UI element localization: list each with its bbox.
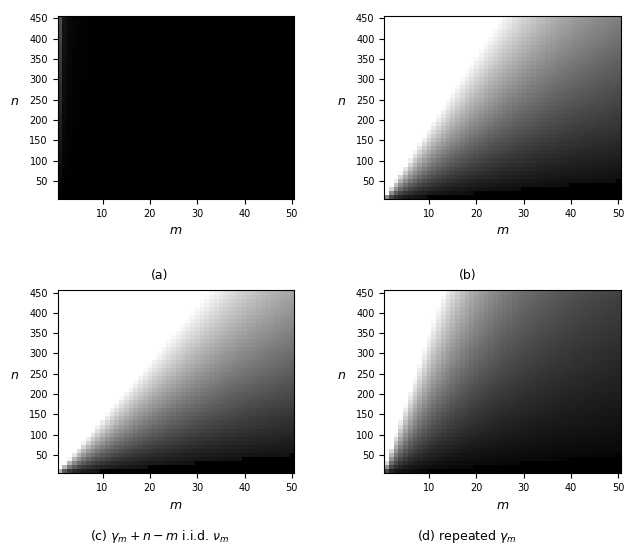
X-axis label: $m$: $m$ <box>496 498 509 511</box>
Y-axis label: $n$: $n$ <box>10 369 20 382</box>
X-axis label: $m$: $m$ <box>496 224 509 237</box>
Y-axis label: $n$: $n$ <box>337 369 346 382</box>
Text: (a): (a) <box>151 269 169 282</box>
Text: (b): (b) <box>458 269 476 282</box>
X-axis label: $m$: $m$ <box>169 224 182 237</box>
Y-axis label: $n$: $n$ <box>337 95 346 108</box>
Text: (d) repeated $\gamma_m$: (d) repeated $\gamma_m$ <box>417 528 517 544</box>
Text: (c) $\gamma_m + n - m$ i.i.d. $\nu_m$: (c) $\gamma_m + n - m$ i.i.d. $\nu_m$ <box>90 528 230 544</box>
Y-axis label: $n$: $n$ <box>10 95 20 108</box>
X-axis label: $m$: $m$ <box>169 498 182 511</box>
